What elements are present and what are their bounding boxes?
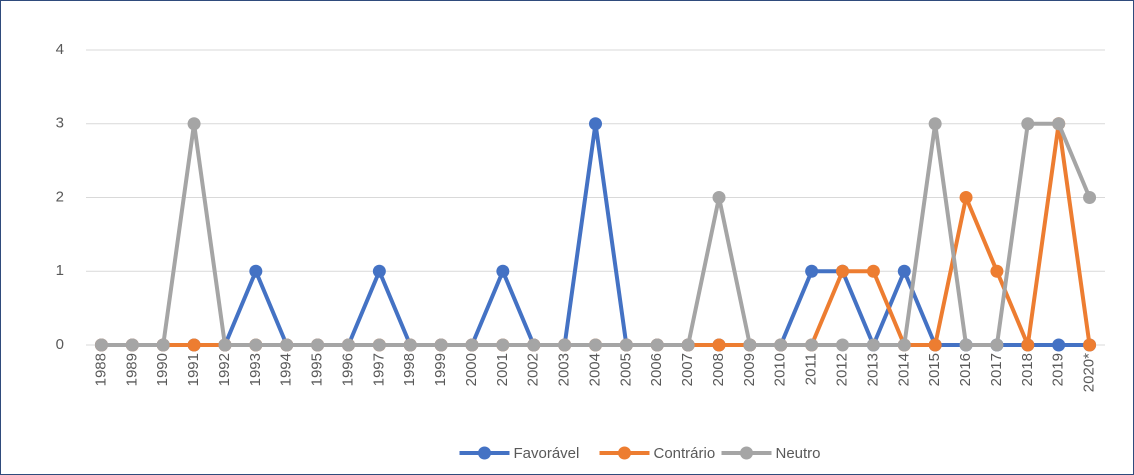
point <box>465 338 479 352</box>
x-tick-label: 1997 <box>370 353 387 386</box>
point <box>187 338 201 352</box>
point <box>218 338 232 352</box>
legend-marker <box>618 446 631 460</box>
x-tick-label: 2005 <box>617 353 634 386</box>
point <box>403 338 417 352</box>
x-tick-label: 1993 <box>247 353 264 386</box>
x-tick-label: 2006 <box>648 353 665 386</box>
point <box>836 338 850 352</box>
point <box>311 338 325 352</box>
point <box>866 338 880 352</box>
point <box>959 191 973 204</box>
point <box>805 338 819 352</box>
y-tick-label: 0 <box>56 336 64 353</box>
point <box>187 117 201 131</box>
point <box>372 338 386 352</box>
point <box>372 264 386 278</box>
point <box>125 338 139 352</box>
point <box>650 338 664 352</box>
x-tick-label: 1998 <box>401 353 418 386</box>
x-tick-label: 1996 <box>339 353 356 386</box>
legend-marker <box>740 446 753 460</box>
x-tick-label: 2007 <box>679 353 696 386</box>
x-tick-label: 2015 <box>926 353 943 386</box>
point <box>1083 191 1097 204</box>
x-tick-label: 2001 <box>494 353 511 386</box>
point <box>774 338 788 352</box>
x-tick-label: 2008 <box>710 353 727 386</box>
point <box>928 338 942 352</box>
x-tick-label: 2000 <box>463 353 480 386</box>
x-tick-label: 1988 <box>92 353 109 386</box>
x-tick-label: 2014 <box>895 353 912 386</box>
point <box>928 117 942 131</box>
point <box>156 338 170 352</box>
x-tick-label: 1989 <box>123 353 140 386</box>
x-tick-label: 2017 <box>988 353 1005 386</box>
x-tick-label: 1994 <box>278 353 295 386</box>
point <box>805 264 819 278</box>
point <box>1083 338 1097 352</box>
x-tick-label: 2010 <box>772 353 789 386</box>
point <box>990 338 1004 352</box>
x-tick-label: 2012 <box>833 353 850 386</box>
x-tick-label: 1991 <box>185 353 202 386</box>
point <box>990 264 1004 278</box>
point <box>743 338 757 352</box>
point <box>434 338 448 352</box>
point <box>619 338 633 352</box>
x-tick-label: 2003 <box>556 353 573 386</box>
point <box>589 117 602 131</box>
legend-marker <box>478 446 491 460</box>
point <box>280 338 294 352</box>
point <box>712 338 726 352</box>
y-tick-label: 2 <box>56 188 64 205</box>
point <box>558 338 572 352</box>
x-tick-label: 2020* <box>1081 353 1098 392</box>
point <box>1052 338 1066 352</box>
point <box>897 338 911 352</box>
point <box>249 338 263 352</box>
point <box>959 338 973 352</box>
point <box>341 338 355 352</box>
point <box>1052 117 1066 131</box>
x-tick-label: 2011 <box>803 353 820 385</box>
point <box>1021 338 1035 352</box>
legend-label: Favorável <box>514 445 580 462</box>
x-tick-label: 2018 <box>1019 353 1036 386</box>
point <box>1021 117 1035 131</box>
x-tick-label: 2013 <box>864 353 881 386</box>
point <box>897 264 911 278</box>
x-tick-label: 2009 <box>741 353 758 386</box>
x-tick-label: 2019 <box>1050 353 1067 386</box>
legend-label: Neutro <box>776 445 821 462</box>
point <box>866 264 880 278</box>
y-tick-label: 1 <box>56 262 64 279</box>
x-tick-label: 2002 <box>525 353 542 386</box>
point <box>836 264 850 278</box>
x-tick-label: 1992 <box>216 353 233 386</box>
point <box>249 264 263 278</box>
point <box>94 338 108 352</box>
point <box>712 191 726 204</box>
point <box>589 338 602 352</box>
x-tick-label: 1999 <box>432 353 449 386</box>
point <box>496 264 510 278</box>
point <box>496 338 510 352</box>
x-tick-label: 1990 <box>154 353 171 386</box>
x-tick-label: 1995 <box>309 353 326 386</box>
y-tick-label: 4 <box>56 41 64 58</box>
y-tick-label: 3 <box>56 115 64 132</box>
legend-label: Contrário <box>654 445 716 462</box>
x-tick-label: 2016 <box>957 353 974 386</box>
point <box>527 338 541 352</box>
point <box>681 338 695 352</box>
x-tick-label: 2004 <box>586 353 603 386</box>
